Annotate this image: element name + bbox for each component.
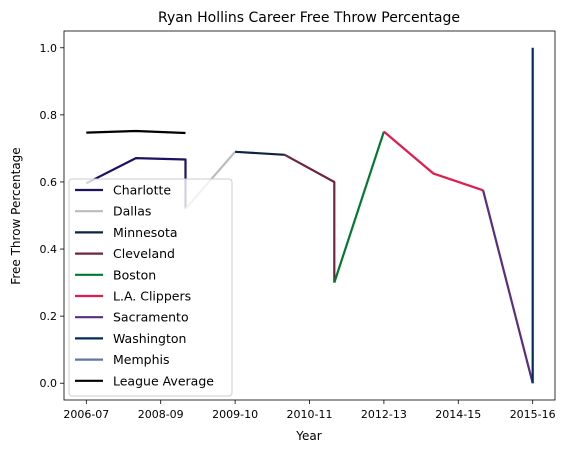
- series-line-cleveland: [284, 153, 336, 283]
- x-axis-label: Year: [295, 429, 321, 443]
- legend-label: Minnesota: [113, 225, 178, 240]
- legend-label: Cleveland: [113, 246, 175, 261]
- y-tick-label: 0.4: [40, 243, 58, 256]
- series-line-minnesota: [235, 150, 285, 156]
- legend-label: Sacramento: [113, 310, 189, 325]
- legend-box: [68, 178, 233, 397]
- y-tick-label: 0.6: [40, 176, 58, 189]
- legend-label: L.A. Clippers: [113, 289, 191, 304]
- legend: Charlotte Dallas Minnesota Cleveland Boston L…: [68, 178, 233, 397]
- legend-label: League Average: [113, 373, 214, 388]
- series-line-boston: [333, 131, 385, 283]
- x-tick-label: 2015-16: [510, 408, 556, 421]
- x-tick-label: 2006-07: [63, 408, 109, 421]
- series-line-league-average: [86, 129, 186, 135]
- y-tick-label: 0.0: [40, 377, 58, 390]
- chart-title: Ryan Hollins Career Free Throw Percentag…: [158, 10, 460, 26]
- legend-label: Dallas: [113, 204, 151, 219]
- legend-label: Charlotte: [113, 183, 171, 198]
- y-axis-label: Free Throw Percentage: [9, 147, 23, 284]
- x-tick-label: 2009-10: [212, 408, 258, 421]
- axes: 0.0 0.2 0.4 0.6 0.8 1.0 2006-07 2008-09 2009-10 2…: [40, 30, 556, 421]
- y-tick-label: 0.2: [40, 310, 58, 323]
- legend-label: Boston: [113, 267, 156, 282]
- x-tick-label: 2014-15: [435, 408, 481, 421]
- y-tick-label: 1.0: [40, 42, 58, 55]
- series-line-l-a-clippers: [383, 130, 484, 192]
- x-tick-label: 2010-11: [287, 408, 333, 421]
- legend-label: Washington: [113, 331, 186, 346]
- legend-label: Memphis: [113, 352, 170, 367]
- y-tick-label: 0.8: [40, 109, 58, 122]
- series-line-sacramento: [482, 190, 534, 384]
- x-tick-label: 2012-13: [361, 408, 407, 421]
- series-lines: [85, 47, 534, 384]
- x-tick-label: 2008-09: [138, 408, 184, 421]
